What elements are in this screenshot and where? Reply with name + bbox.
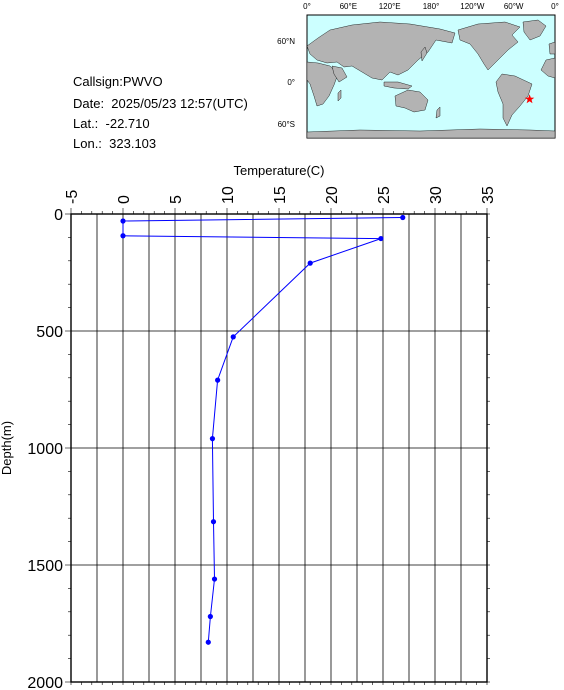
- y-tick-label: 1000: [27, 441, 63, 458]
- map-land: [306, 19, 556, 139]
- y-tick-label: 0: [54, 207, 63, 224]
- x-tick-label: 30: [428, 186, 445, 204]
- map-longitude-label: 60°E: [340, 2, 357, 11]
- data-point: [211, 576, 218, 582]
- data-point: [210, 519, 217, 525]
- x-axis-title: Temperature(C): [233, 163, 324, 178]
- longitude-label: Lon.: 323.103: [73, 136, 157, 151]
- x-tick-label: -5: [64, 190, 81, 204]
- x-tick-label: 35: [480, 186, 497, 204]
- map-latitude-label: 60°S: [278, 120, 295, 129]
- data-point: [378, 235, 384, 242]
- x-tick-label: 5: [168, 195, 185, 204]
- data-point: [230, 334, 236, 340]
- x-tick-label: 15: [272, 186, 289, 204]
- data-point: [215, 377, 221, 383]
- plot-frame: [70, 213, 488, 683]
- map-longitude-label: 120°E: [379, 2, 401, 11]
- x-tick-label: 0: [116, 195, 133, 204]
- data-point: [120, 233, 126, 239]
- world-map: 0° 60°E 120°E 180° 120°W 60°W 0° 60°N 0° 60°S: [277, 2, 559, 139]
- map-latitude-label: 0°: [287, 78, 295, 87]
- x-tick-label: 20: [324, 186, 341, 204]
- latitude-label: Lat.: -22.710: [73, 116, 150, 131]
- date-label: Date: 2025/05/23 12:57(UTC): [73, 96, 248, 111]
- data-point: [120, 218, 126, 224]
- x-tick-label: 25: [376, 186, 393, 204]
- data-point: [307, 260, 313, 266]
- map-longitude-label: 60°W: [504, 2, 524, 11]
- map-longitude-label: 0°: [551, 2, 559, 11]
- y-tick-label: 500: [36, 324, 63, 341]
- y-tick-label: 1500: [27, 558, 63, 575]
- data-point: [400, 214, 406, 221]
- map-latitude-label: 60°N: [277, 37, 295, 46]
- map-longitude-label: 120°W: [460, 2, 485, 11]
- station-star-marker: [524, 94, 535, 104]
- x-tick-label: 10: [220, 186, 237, 204]
- map-longitude-label: 0°: [303, 2, 311, 11]
- data-point: [205, 639, 211, 645]
- data-point: [207, 613, 213, 620]
- callsign-label: Callsign:PWVO: [73, 74, 163, 89]
- map-longitude-label: 180°: [423, 2, 440, 11]
- y-tick-label: 2000: [27, 675, 63, 690]
- y-axis-title: Depth(m): [0, 421, 14, 475]
- data-point: [209, 436, 216, 442]
